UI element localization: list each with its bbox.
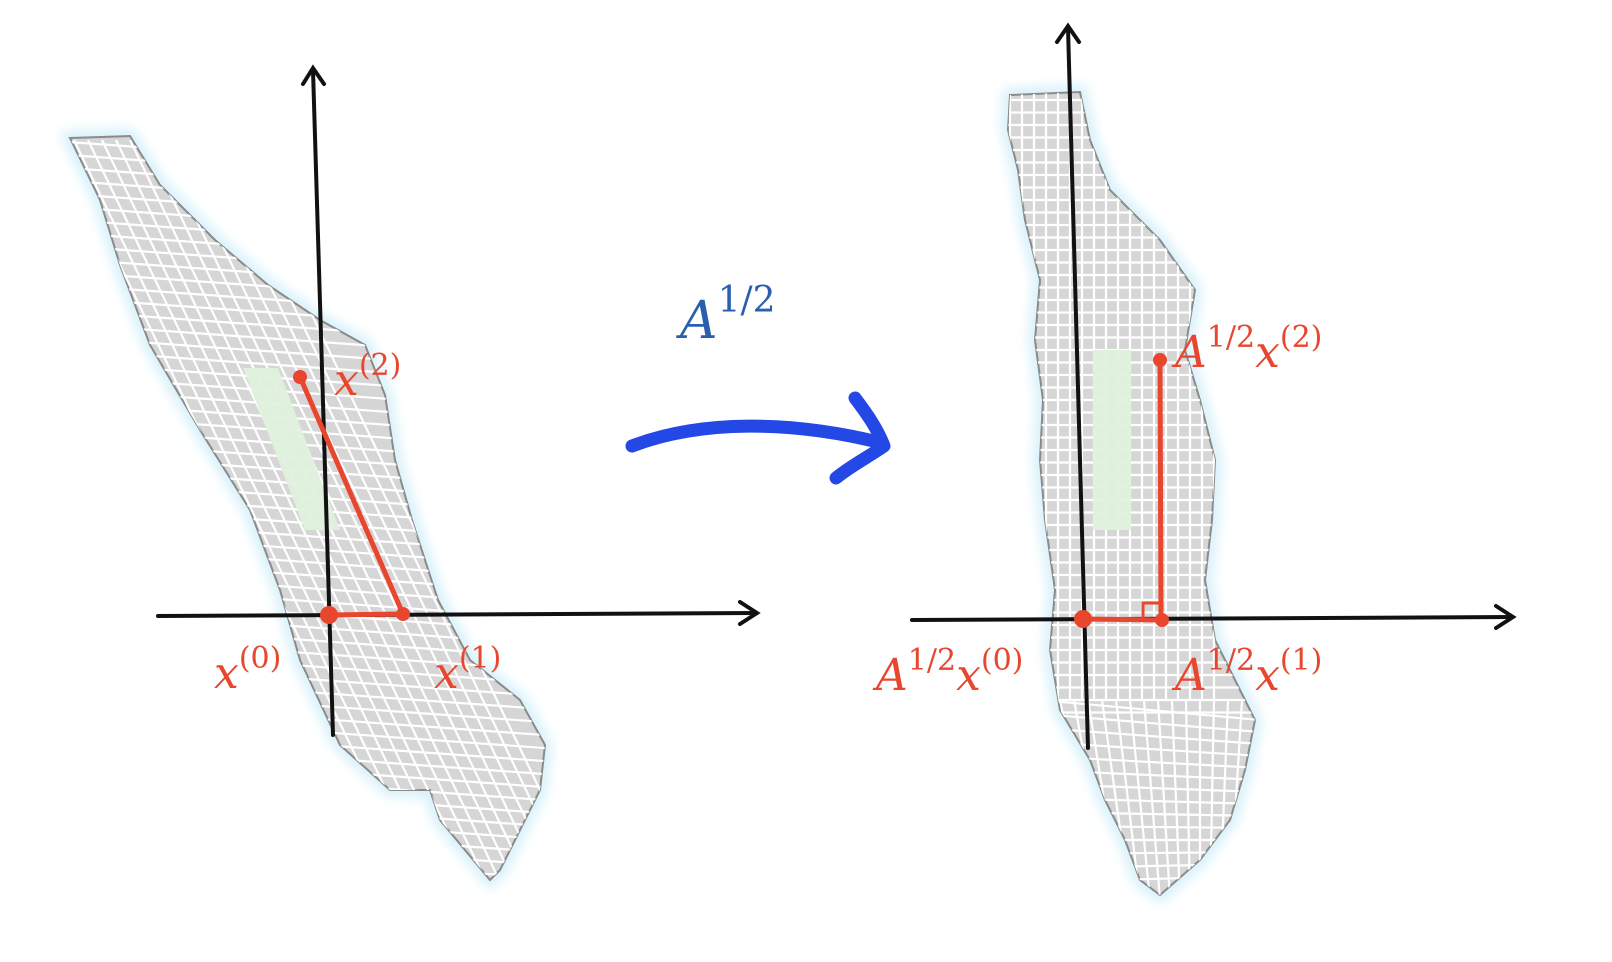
left-point-x0 [320, 606, 338, 624]
right-segment-1-2 [1157, 357, 1164, 623]
right-downtown-street [1184, 699, 1192, 895]
label-x0: x(0) [214, 641, 281, 699]
transform-label: A1/2 [676, 280, 776, 351]
right-downtown-street [1170, 699, 1182, 895]
right-segment-0-1 [1080, 616, 1165, 623]
right-downtown-street [1039, 712, 1255, 734]
transform-arrow-head [829, 391, 891, 485]
right-downtown-street [1039, 698, 1255, 722]
left-panel [40, 129, 600, 947]
left-path [297, 374, 406, 618]
left-axes [156, 64, 761, 737]
left-y-axis [311, 68, 335, 737]
label-a-x2: A1/2x(2) [1171, 320, 1322, 378]
left-x-axis [156, 611, 758, 618]
right-panel [1001, 85, 1262, 903]
left-avenue [157, 139, 519, 880]
left-avenue [73, 139, 435, 880]
right-angle-marker [1141, 601, 1160, 620]
left-y-arrowhead [301, 64, 326, 86]
left-street [70, 879, 545, 880]
left-point-x1 [396, 607, 410, 621]
right-downtown-street [1039, 850, 1255, 856]
left-street [40, 907, 600, 947]
right-park [1093, 350, 1131, 530]
right-point-x1 [1155, 613, 1169, 627]
right-y-axis [1066, 26, 1090, 750]
label-a-x0: A1/2x(0) [872, 643, 1023, 701]
right-downtown-street [1039, 726, 1255, 746]
left-street [70, 866, 545, 880]
right-axes [910, 22, 1517, 750]
transform-arrow-shaft [625, 419, 889, 453]
label-a-x1: A1/2x(1) [1171, 643, 1322, 701]
left-segment-1-2 [297, 374, 406, 617]
label-x1: x(1) [434, 641, 501, 699]
right-y-arrowhead [1055, 22, 1081, 44]
label-x2: x(2) [334, 348, 401, 406]
left-point-x2 [293, 370, 307, 384]
right-point-x0 [1074, 610, 1092, 628]
left-park [243, 368, 340, 530]
transform-arrow [625, 391, 891, 485]
right-path [1080, 357, 1165, 623]
right-point-x2 [1153, 353, 1167, 367]
left-avenue [171, 139, 533, 880]
left-street [40, 894, 600, 934]
left-street [70, 853, 545, 880]
left-segment-0-1 [326, 611, 406, 618]
right-x-arrowhead [1494, 604, 1517, 630]
right-x-axis [910, 615, 1514, 622]
left-x-arrowhead [738, 600, 761, 626]
